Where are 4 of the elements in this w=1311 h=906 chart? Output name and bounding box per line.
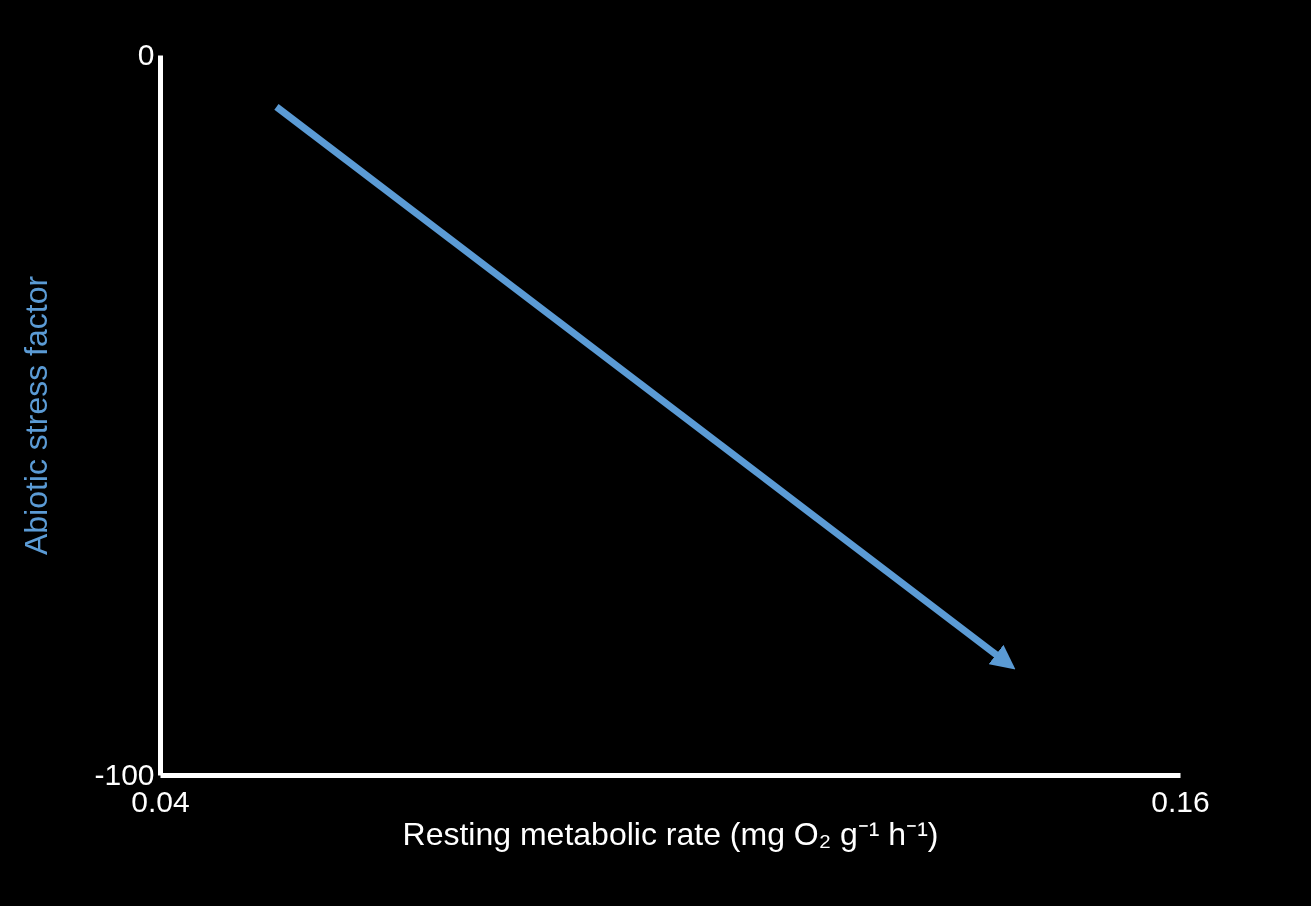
x-axis-title: Resting metabolic rate (mg O₂ g⁻¹ h⁻¹) — [402, 815, 939, 852]
x-tick-label: 0.16 — [1151, 784, 1210, 818]
y-axis-title: Abiotic stress factor — [18, 275, 55, 556]
y-tick-label: 0 — [137, 37, 155, 71]
